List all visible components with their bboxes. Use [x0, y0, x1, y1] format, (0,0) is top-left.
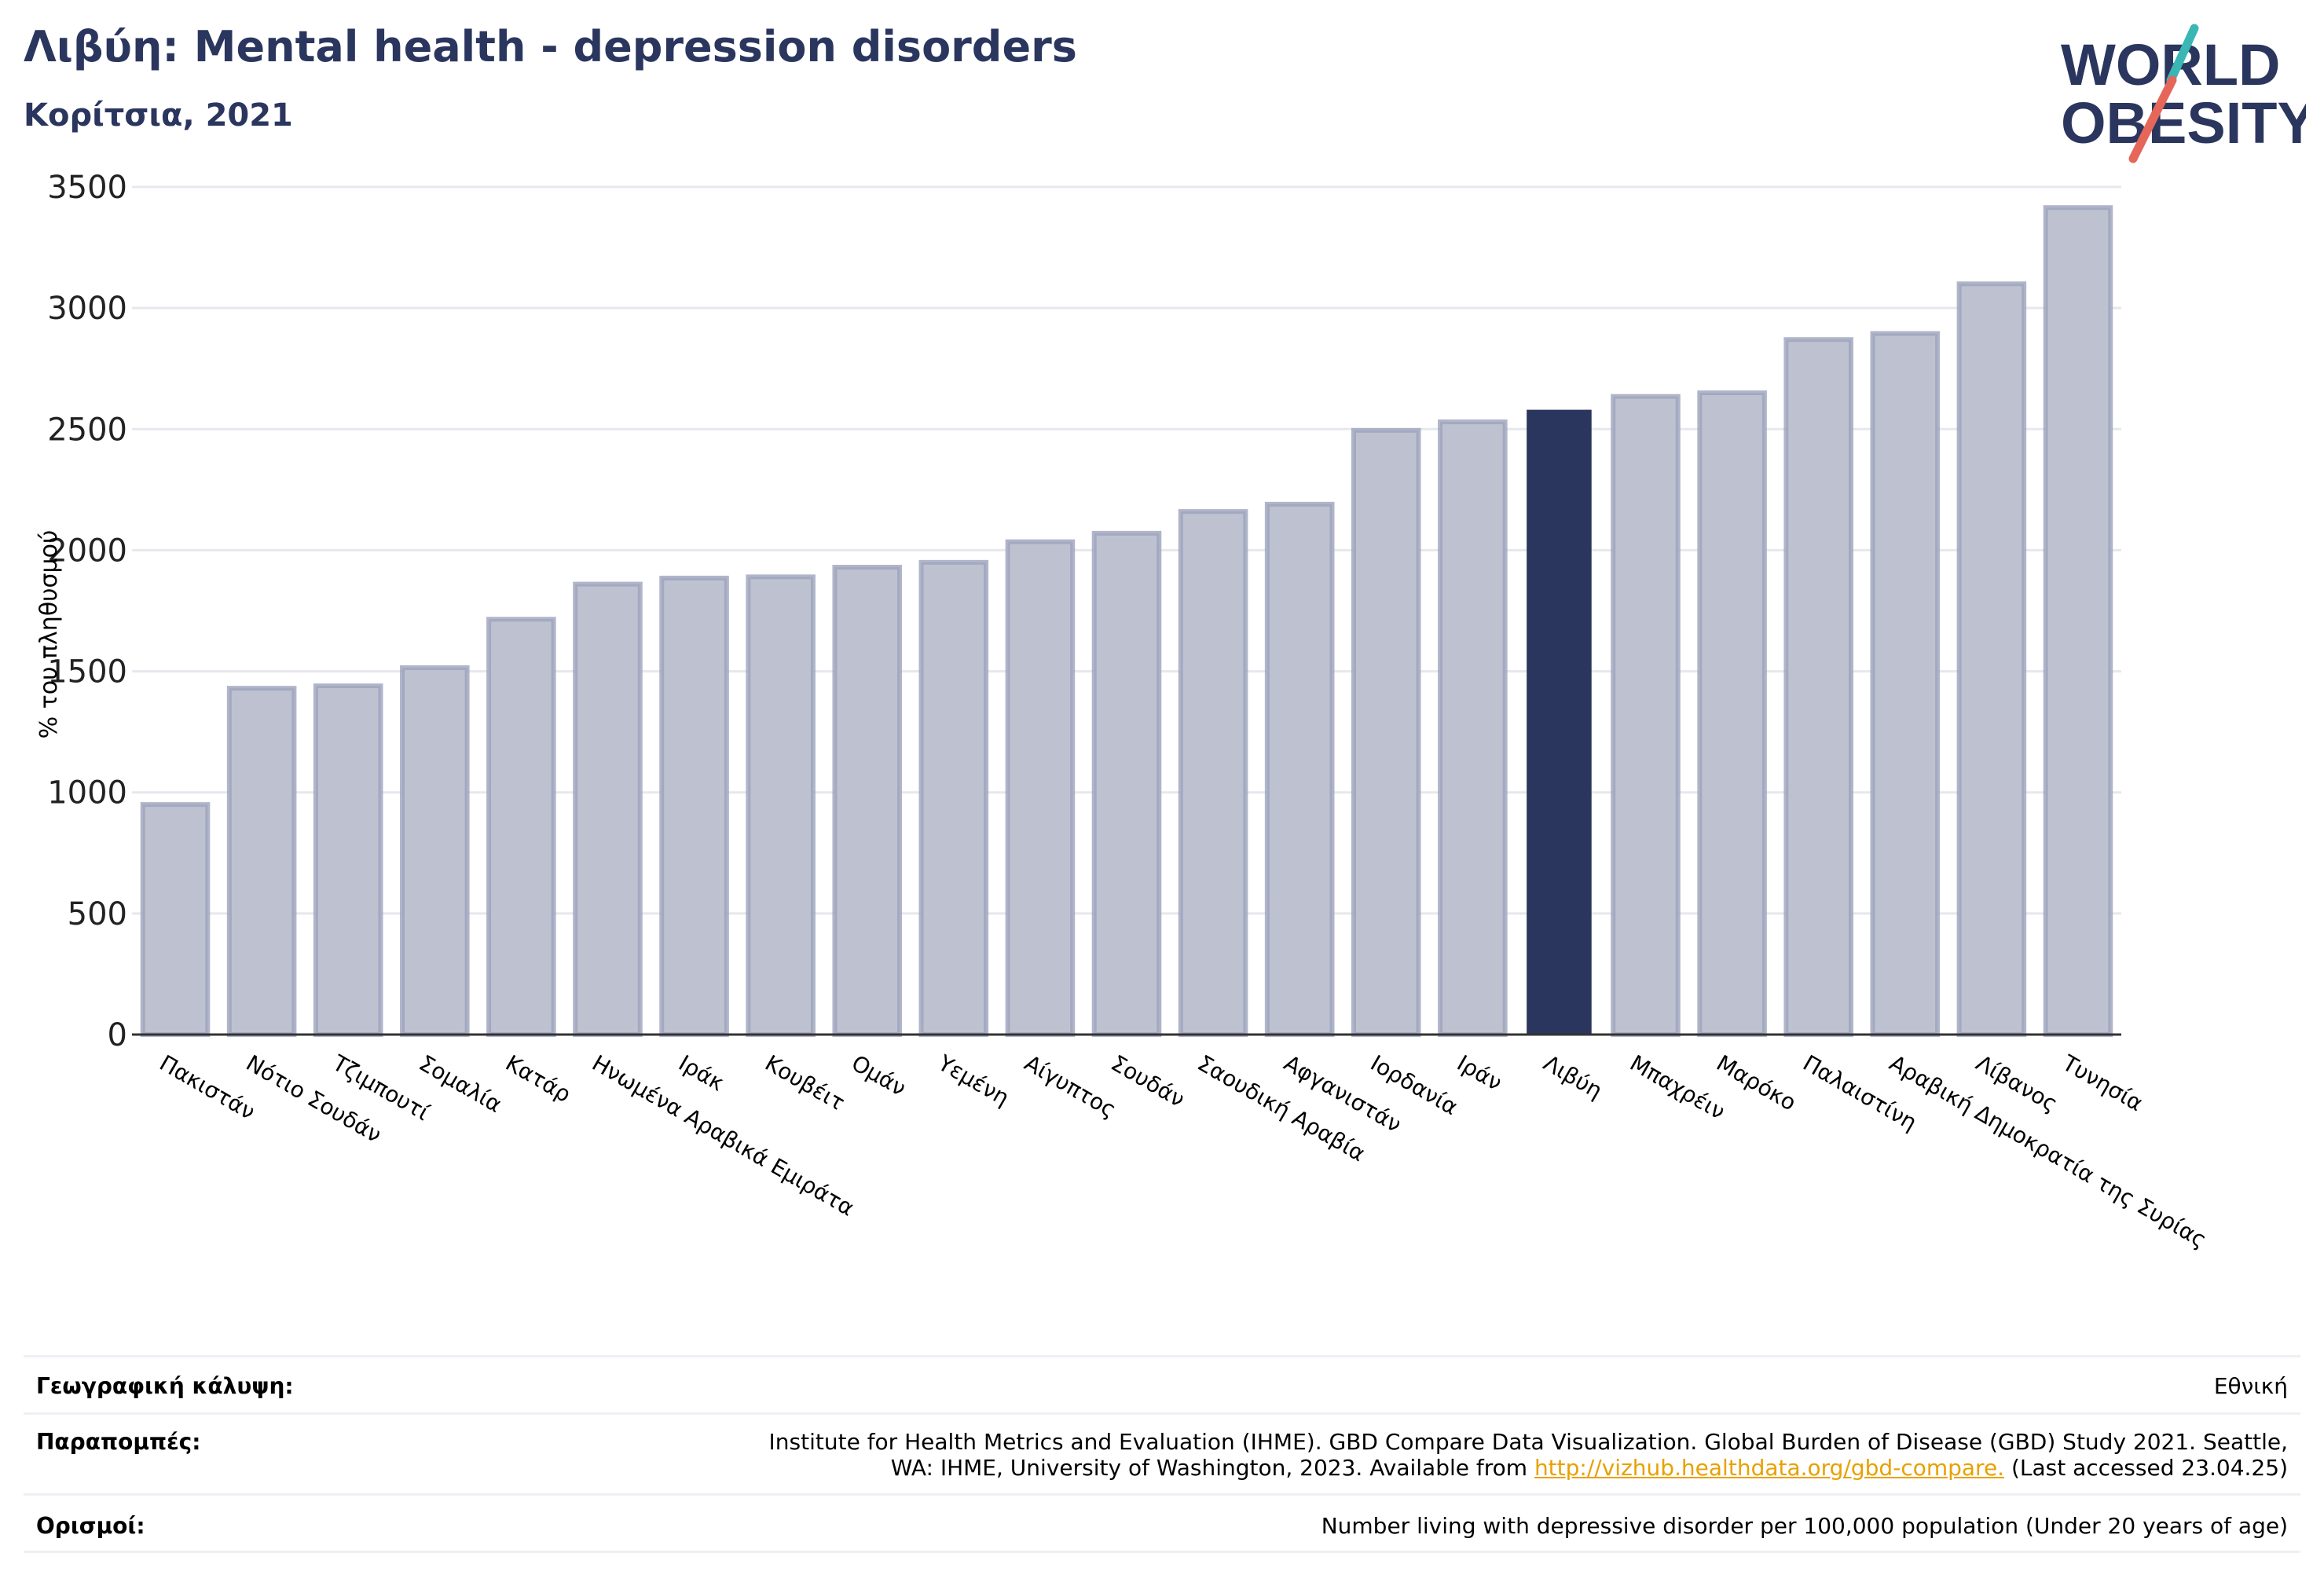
bar	[140, 802, 211, 1037]
definitions-label: Ορισμοί:	[36, 1513, 145, 1539]
info-row-coverage: Γεωγραφική κάλυψη: Εθνική	[24, 1355, 2300, 1412]
info-row-references: Παραπομπές: Institute for Health Metrics…	[24, 1412, 2300, 1493]
references-line-2-end: (Last accessed 23.04.25)	[2004, 1455, 2288, 1481]
bar-chart: 0 500 1000 1500 2000 2500 3000 3500 % του πληθυσ…	[35, 170, 2211, 1253]
bar	[1438, 419, 1508, 1037]
y-tick-label: 2000	[47, 533, 127, 569]
bar	[1956, 281, 2027, 1038]
x-tick-label: Κουβέιτ	[761, 1049, 849, 1115]
bar	[313, 683, 383, 1037]
definitions-value: Number living with depressive disorder p…	[1321, 1513, 2288, 1539]
bar	[1611, 394, 1681, 1038]
references-line-1: Institute for Health Metrics and Evaluat…	[768, 1429, 2288, 1455]
bar	[2043, 205, 2113, 1037]
bar	[1527, 409, 1592, 1035]
bar	[832, 565, 903, 1037]
bar	[1783, 337, 1853, 1038]
bar	[1091, 530, 1162, 1037]
logo-slash-teal	[2166, 24, 2199, 85]
x-tick-label: Αίγυπτος	[1020, 1049, 1120, 1123]
bar	[746, 574, 816, 1037]
coverage-value: Εθνική	[2213, 1373, 2288, 1399]
y-tick-label: 2500	[47, 412, 127, 448]
references-line-2: WA: IHME, University of Washington, 2023…	[769, 1455, 2288, 1481]
x-tick-label: Μπαχρέιν	[1626, 1049, 1729, 1124]
logo-text-obesity: OBESITY	[2061, 90, 2306, 156]
references-line-2-start: WA: IHME, University of Washington, 2023…	[890, 1455, 1534, 1481]
bar	[486, 617, 556, 1037]
bar	[1264, 501, 1335, 1037]
bar	[1870, 331, 1941, 1037]
chart-subtitle: Κορίτσια, 2021	[24, 97, 293, 134]
y-axis-label: % του πληθυσμού	[35, 530, 63, 739]
x-tick-label: Κατάρ	[501, 1049, 575, 1108]
world-obesity-logo: WORLD OBESITY	[2061, 24, 2306, 163]
x-tick-label: Τυνησία	[2058, 1049, 2148, 1116]
bar	[226, 686, 297, 1037]
bar	[1178, 509, 1248, 1037]
bar	[1697, 390, 1767, 1037]
x-tick-label: Ιράν	[1453, 1049, 1507, 1096]
bar	[1005, 539, 1076, 1037]
coverage-label: Γεωγραφική κάλυψη:	[36, 1373, 294, 1399]
references-label: Παραπομπές:	[36, 1429, 201, 1455]
x-tick-label: Υεμένη	[933, 1049, 1014, 1111]
bar	[918, 559, 989, 1037]
x-tick-label: Ομάν	[847, 1049, 911, 1101]
bar	[573, 581, 643, 1037]
references-link[interactable]: http://vizhub.healthdata.org/gbd-compare…	[1534, 1455, 2005, 1481]
y-tick-label: 3000	[47, 291, 127, 327]
x-tick-label: Αραβική Δημοκρατία της Συρίας	[1885, 1049, 2211, 1253]
info-row-definitions: Ορισμοί: Number living with depressive d…	[24, 1493, 2300, 1553]
bar	[659, 575, 729, 1037]
x-tick-label: Πακιστάν	[156, 1049, 260, 1125]
y-tick-label: 0	[108, 1017, 127, 1053]
chart-title: Λιβύη: Mental health - depression disord…	[24, 22, 1077, 71]
y-tick-label: 3500	[47, 170, 127, 206]
x-tick-label: Λιβύη	[1539, 1049, 1607, 1104]
info-table: Γεωγραφική κάλυψη: Εθνική Παραπομπές: In…	[24, 1355, 2300, 1553]
bar	[1351, 427, 1421, 1037]
logo-slash-coral	[2128, 75, 2177, 163]
y-tick-label: 1500	[47, 654, 127, 690]
y-tick-label: 500	[68, 896, 127, 932]
bar	[400, 665, 470, 1037]
x-tick-label: Ιράκ	[674, 1049, 728, 1096]
y-tick-label: 1000	[47, 775, 127, 811]
references-value: Institute for Health Metrics and Evaluat…	[769, 1429, 2288, 1481]
